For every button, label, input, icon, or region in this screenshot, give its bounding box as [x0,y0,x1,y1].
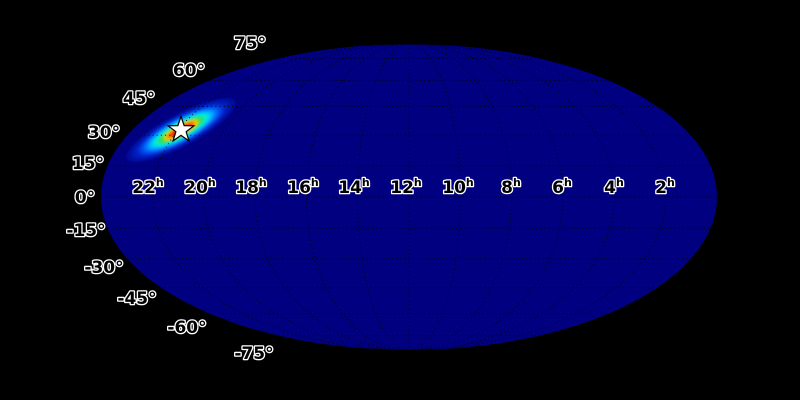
ra-label: 22h [132,176,164,198]
marker-layer [166,114,196,143]
star-marker [166,114,196,143]
ra-label: 6h [552,176,572,198]
dec-label: 30° [88,123,120,143]
dec-label: -15° [66,221,105,241]
ra-label: 4h [604,176,624,198]
graticule-meridian [305,43,513,351]
ra-label: 14h [338,176,370,198]
ra-label: 10h [442,176,474,198]
dec-label: 60° [173,61,205,81]
graticule-meridian [203,43,615,351]
graticule-meridian [151,43,667,351]
ra-label: 16h [287,176,319,198]
dec-label: -45° [117,289,156,309]
dec-label: 75° [234,34,266,54]
ra-label: 2h [655,176,675,198]
ra-label: 20h [184,176,216,198]
dec-label: 45° [123,89,155,109]
map-base [101,44,717,350]
graticule-layer [101,43,717,351]
dec-label: -75° [234,344,273,364]
label-layer: 75° 60° 45°30° 15° 0° -15° -30° -45° -60° -75° 22h… [65,33,676,366]
ra-label: 8h [501,176,521,198]
graticule-meridian [357,43,461,351]
dec-label: 0° [75,188,95,208]
ra-label: 18h [235,176,267,198]
sky-map-ellipse [101,44,717,350]
ra-label: 12h [390,176,422,198]
dec-label: -30° [84,258,123,278]
dec-label: 15° [72,154,104,174]
dec-label: -60° [167,318,206,338]
